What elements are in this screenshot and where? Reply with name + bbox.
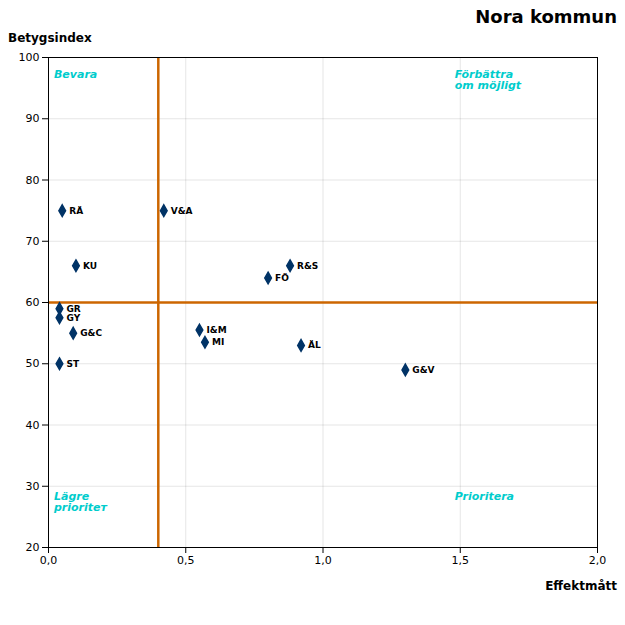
svg-text:I&M: I&M	[206, 325, 226, 335]
svg-text:60: 60	[26, 296, 40, 309]
svg-text:20: 20	[26, 541, 40, 554]
svg-text:G&V: G&V	[412, 365, 434, 375]
svg-text:Prioritera: Prioritera	[455, 490, 514, 503]
svg-text:70: 70	[26, 235, 40, 248]
svg-text:30: 30	[26, 480, 40, 493]
svg-text:GR: GR	[66, 303, 81, 314]
svg-text:G&C: G&C	[80, 328, 102, 338]
svg-text:2,0: 2,0	[589, 554, 607, 567]
svg-text:40: 40	[26, 419, 40, 432]
html-text:Effektmått: Effektmått	[545, 579, 617, 593]
svg-text:1,0: 1,0	[314, 554, 332, 567]
svg-text:1,5: 1,5	[452, 554, 470, 567]
svg-text:80: 80	[26, 174, 40, 187]
svg-text:R&S: R&S	[297, 261, 318, 271]
svg-text:0,5: 0,5	[177, 554, 195, 567]
svg-text:RÄ: RÄ	[69, 206, 83, 216]
svg-text:FÖ: FÖ	[275, 273, 289, 283]
svg-text:MI: MI	[212, 337, 224, 347]
html-text:Betygsindex: Betygsindex	[8, 31, 92, 45]
svg-text:50: 50	[26, 357, 40, 370]
svg-text:100: 100	[19, 51, 40, 64]
svg-text:Bevara: Bevara	[54, 68, 97, 81]
svg-text:90: 90	[26, 112, 40, 125]
svg-text:ST: ST	[66, 359, 79, 369]
html-text:Nora kommun: Nora kommun	[475, 6, 617, 27]
svg-text:GY: GY	[66, 313, 80, 323]
svg-text:KU: KU	[83, 261, 97, 271]
svg-text:Lägreprioritет: Lägreprioritет	[53, 490, 108, 514]
svg-text:V&A: V&A	[171, 206, 193, 216]
svg-text:Förbättraom möjligt: Förbättraom möjligt	[455, 68, 522, 92]
svg-text:0,0: 0,0	[40, 554, 58, 567]
svg-text:ÄL: ÄL	[308, 340, 321, 350]
